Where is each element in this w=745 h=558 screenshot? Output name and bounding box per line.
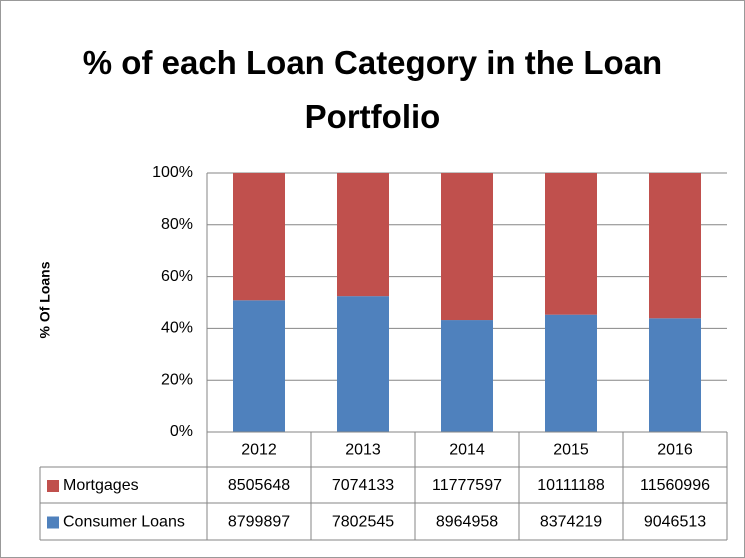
y-tick-label: 100% [152,164,193,181]
table-value: 7074133 [332,477,394,494]
chart-title: % of each Loan Category in the Loan Port… [82,44,663,135]
x-tick-label: 2012 [241,442,277,459]
bar-segment [649,318,701,432]
table-value: 10111188 [537,477,605,494]
table-value: 11560996 [640,477,710,494]
legend-swatch [47,480,59,492]
y-tick-label: 40% [161,320,193,337]
x-tick-label: 2015 [553,442,589,459]
bar-segment [233,300,285,432]
table-value: 7802545 [332,514,394,531]
bar-segment [337,296,389,432]
y-tick-label: 0% [170,423,193,440]
table-value: 11777597 [432,477,502,494]
y-tick-label: 80% [161,216,193,233]
bar-segment [233,173,285,301]
table-value: 8964958 [436,514,498,531]
bar-segment [545,314,597,432]
legend-swatch [47,516,59,529]
legend-label: Mortgages [63,477,139,494]
x-tick-label: 2014 [449,442,485,459]
bar-segment [545,173,597,315]
x-tick-label: 2013 [345,442,381,459]
table-value: 8374219 [540,514,602,531]
table-value: 9046513 [644,514,706,531]
y-tick-label: 60% [161,268,193,285]
y-tick-label: 20% [161,371,193,388]
x-tick-label: 2016 [657,442,693,459]
table-value: 8505648 [228,477,290,494]
y-axis-label: % Of Loans [37,261,53,338]
bar-segment [337,173,389,297]
bar-segment [441,173,493,321]
table-value: 8799897 [228,514,290,531]
bar-segment [649,173,701,319]
bar-segment [441,320,493,432]
legend-label: Consumer Loans [63,514,185,531]
